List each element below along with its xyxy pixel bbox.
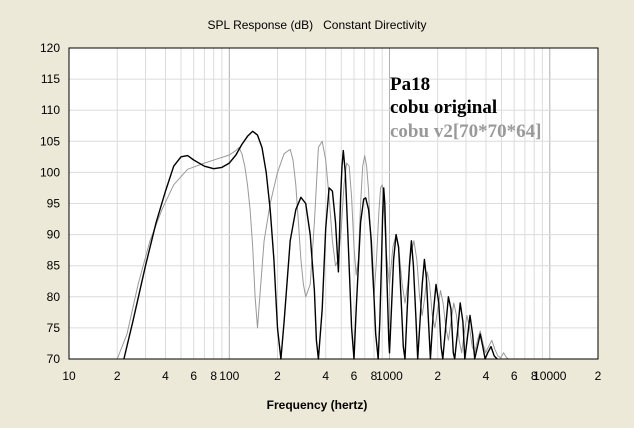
x-tick-label: 8	[531, 369, 538, 383]
plot-border	[68, 47, 599, 360]
legend-series-original: cobu original	[390, 97, 497, 118]
x-tick-label: 8	[371, 369, 378, 383]
x-tick-label: 10000	[533, 369, 567, 383]
y-tick-label: 120	[40, 41, 60, 55]
x-tick-label: 4	[322, 369, 329, 383]
legend: Pa18 cobu original cobu v2[70*70*64]	[390, 74, 541, 142]
y-tick-label: 100	[40, 165, 60, 179]
y-tick-label: 85	[47, 259, 61, 273]
y-tick-label: 80	[47, 290, 61, 304]
series-line-original	[123, 130, 498, 360]
y-tick-label: 115	[41, 72, 60, 86]
x-axis-label: Frequency (hertz)	[267, 398, 368, 412]
y-tick-label: 70	[47, 352, 61, 366]
x-tick-label: 6	[351, 369, 358, 383]
x-tick-label: 2	[274, 369, 281, 383]
chart-title: SPL Response (dB) Constant Directivity	[208, 18, 427, 32]
x-tick-label: 4	[162, 369, 169, 383]
y-tick-label: 95	[47, 197, 61, 211]
grid	[69, 48, 598, 359]
y-tick-label: 75	[47, 321, 61, 335]
x-tick-label: 6	[511, 369, 518, 383]
series-layer	[116, 130, 509, 360]
x-tick-label: 4	[483, 369, 490, 383]
x-tick-label: 2	[434, 369, 441, 383]
x-tick-label: 6	[190, 369, 197, 383]
legend-title: Pa18	[390, 74, 430, 95]
legend-series-v2: cobu v2[70*70*64]	[390, 121, 541, 142]
x-tick-label: 2	[595, 369, 602, 383]
y-axis-ticks: 70 75 80 85 90 95 100 105 110 115 120	[40, 41, 60, 366]
x-tick-label: 2	[114, 369, 121, 383]
x-tick-label: 1000	[376, 369, 403, 383]
x-tick-label: 10	[62, 369, 76, 383]
x-tick-label: 100	[219, 369, 239, 383]
y-tick-label: 105	[40, 134, 60, 148]
y-tick-label: 90	[47, 228, 61, 242]
x-tick-label: 8	[210, 369, 217, 383]
y-tick-label: 110	[41, 103, 60, 117]
